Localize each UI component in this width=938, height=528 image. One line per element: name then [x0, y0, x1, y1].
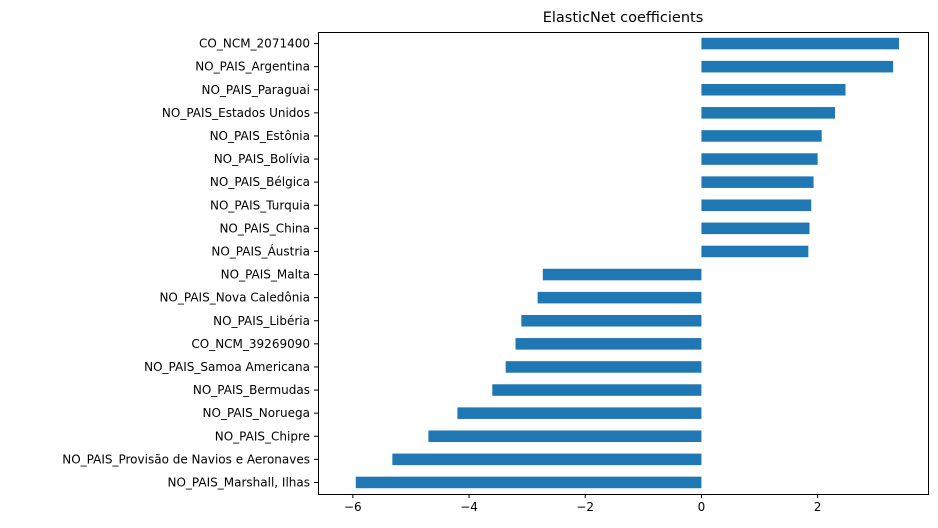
bar-9 [701, 245, 809, 258]
y-tick-label-14: NO_PAIS_Samoa Americana [144, 360, 310, 374]
bar-8 [701, 222, 810, 235]
y-tick-label-1: NO_PAIS_Argentina [195, 60, 310, 74]
chart-title: ElasticNet coefficients [543, 10, 704, 26]
bar-19 [355, 476, 702, 489]
bar-17 [428, 430, 702, 443]
bar-14 [505, 361, 702, 373]
x-tick-label-2: −2 [576, 500, 594, 514]
y-tick-label-18: NO_PAIS_Provisão de Navios e Aeronaves [62, 452, 310, 466]
bar-15 [492, 384, 702, 396]
y-tick-label-11: NO_PAIS_Nova Caledônia [159, 291, 310, 305]
y-tick-label-7: NO_PAIS_Turquia [210, 198, 310, 212]
y-tick-label-13: CO_NCM_39269090 [191, 337, 310, 351]
y-tick-label-15: NO_PAIS_Bermudas [193, 383, 310, 397]
y-tick-label-3: NO_PAIS_Estados Unidos [162, 106, 310, 120]
bar-11 [537, 291, 702, 304]
bar-10 [542, 268, 702, 281]
x-tick-labels: −6 −4 −2 0 2 [344, 500, 821, 514]
bar-2 [701, 83, 846, 96]
y-tick-label-8: NO_PAIS_China [219, 221, 310, 235]
y-tick-label-2: NO_PAIS_Paraguai [201, 83, 310, 97]
bar-3 [701, 107, 836, 119]
y-tick-label-10: NO_PAIS_Malta [221, 268, 310, 282]
bar-12 [521, 314, 702, 327]
y-tick-label-9: NO_PAIS_Áustria [211, 243, 310, 258]
x-tick-label-4: 2 [814, 500, 822, 514]
bars-group [355, 37, 899, 489]
bar-7 [701, 199, 812, 212]
x-tick-label-3: 0 [698, 500, 706, 514]
y-tick-labels: CO_NCM_2071400 NO_PAIS_Argentina NO_PAIS_P… [62, 37, 310, 490]
y-tick-marks [314, 43, 318, 483]
y-tick-label-17: NO_PAIS_Chipre [215, 429, 310, 443]
y-tick-label-4: NO_PAIS_Estônia [210, 129, 310, 143]
y-tick-label-12: NO_PAIS_Libéria [213, 314, 310, 328]
x-tick-label-1: −4 [460, 500, 478, 514]
plot-frame [318, 32, 929, 495]
bar-6 [701, 176, 814, 188]
y-tick-label-0: CO_NCM_2071400 [199, 37, 310, 51]
bar-13 [515, 338, 702, 350]
y-tick-label-5: NO_PAIS_Bolívia [214, 152, 310, 166]
bar-18 [392, 453, 702, 466]
bar-0 [701, 37, 899, 50]
y-tick-label-6: NO_PAIS_Bélgica [210, 175, 310, 189]
bar-5 [701, 153, 818, 165]
bar-1 [701, 60, 894, 73]
y-tick-label-16: NO_PAIS_Noruega [203, 406, 310, 420]
bar-4 [701, 130, 822, 142]
x-tick-label-0: −6 [344, 500, 362, 514]
y-tick-label-19: NO_PAIS_Marshall, Ilhas [168, 475, 311, 489]
bar-16 [457, 407, 702, 419]
